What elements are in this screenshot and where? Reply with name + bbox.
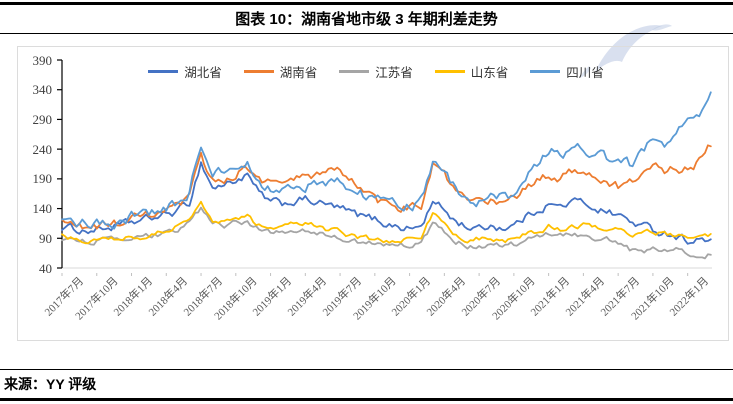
y-tick-label: 340 [32,82,53,98]
legend-line-swatch [434,70,465,73]
chart-frame: 湖北省 湖南省 江苏省 山东省 四川省 390 340 290 240 190 140 90 40 2… [17,46,729,341]
series-line-5 [61,91,712,230]
legend-label: 湖北省 [184,66,222,80]
title-separator-line [0,33,733,34]
yy-logo-watermark [580,24,672,78]
legend-item-3: 江苏省 [339,62,413,81]
y-tick-label: 290 [32,111,53,127]
legend-item-5: 四川省 [530,62,604,81]
chart-legend: 湖北省 湖南省 江苏省 山东省 四川省 [46,62,706,81]
legend-line-swatch [148,70,179,73]
series-line-2 [61,144,712,230]
legend-item-2: 湖南省 [243,62,318,81]
legend-item-4: 山东省 [434,62,509,81]
y-tick-label: 190 [32,171,53,187]
legend-line-swatch [243,70,274,73]
y-tick-label: 240 [32,141,53,157]
footer-separator-line [0,369,733,370]
legend-line-swatch [339,70,370,73]
series-line-3 [61,206,712,260]
series-line-1 [61,161,712,245]
legend-label: 四川省 [566,66,604,80]
series-line-4 [61,200,712,245]
legend-label: 山东省 [470,66,509,80]
y-tick-label: 90 [39,230,52,246]
legend-label: 江苏省 [375,66,413,80]
legend-line-swatch [530,70,561,73]
figure-title: 图表 10：湖南省地市级 3 年期利差走势 [235,11,498,28]
line-chart-plot [57,59,712,276]
y-tick-label: 140 [32,201,53,217]
bottom-border-line [0,398,733,401]
y-tick-label: 40 [39,260,52,276]
top-border-line [0,2,733,5]
legend-item-1: 湖北省 [148,62,222,81]
legend-label: 湖南省 [279,66,318,80]
source-label: 来源：YY 评级 [4,376,97,392]
y-tick-label: 390 [32,52,53,68]
